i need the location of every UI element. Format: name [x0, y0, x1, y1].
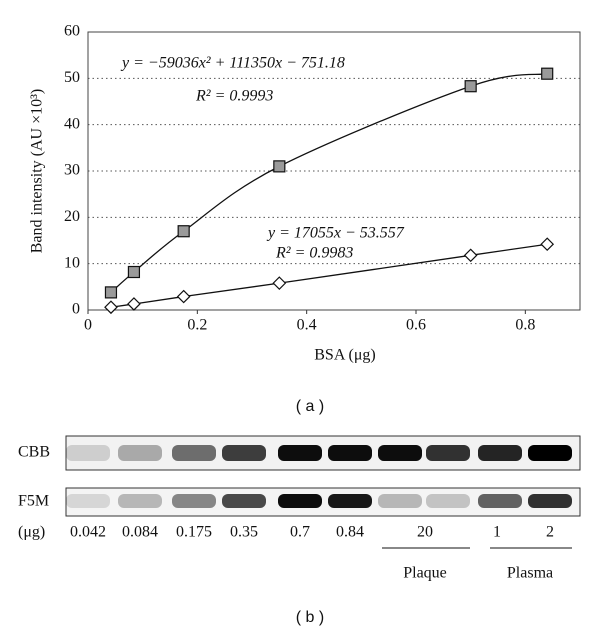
lane-label: 0.35 [230, 524, 258, 541]
band [528, 494, 572, 508]
row-label: CBB [18, 444, 50, 461]
band [118, 494, 162, 508]
point [540, 237, 555, 252]
r-squared: R² = 0.9993 [195, 88, 273, 105]
y-tick-label: 50 [64, 69, 80, 86]
group-label: Plaque [403, 565, 447, 582]
y-tick-label: 0 [72, 301, 80, 318]
lane-label: 0.175 [176, 524, 212, 541]
point [272, 276, 287, 290]
point [104, 300, 118, 315]
band [378, 445, 422, 461]
lane-label: 0.84 [336, 524, 364, 541]
point [463, 248, 478, 263]
band [66, 494, 110, 508]
y-tick-label: 30 [64, 162, 80, 179]
point [273, 160, 286, 173]
band [278, 445, 322, 461]
point [177, 225, 190, 238]
band [118, 445, 162, 461]
x-tick-label: 0.8 [515, 317, 535, 334]
band [426, 445, 470, 461]
row-label: F5M [18, 493, 49, 510]
lane-label: 0.7 [290, 524, 310, 541]
group-label: Plasma [507, 565, 553, 582]
lane-label: 0.084 [122, 524, 158, 541]
lane-label: 0.042 [70, 524, 106, 541]
band [66, 445, 110, 461]
panel-label: ( b ) [296, 609, 324, 626]
lane-label: 20 [417, 524, 433, 541]
plot-frame [87, 31, 581, 311]
y-axis-label: Band intensity (AU ×10³) [29, 89, 46, 253]
equation: y = −59036x² + 111350x − 751.18 [120, 55, 345, 72]
lane-label: 1 [493, 524, 501, 541]
band [378, 494, 422, 508]
lane-label: 2 [546, 524, 554, 541]
y-tick-label: 20 [64, 208, 80, 225]
band [478, 494, 522, 508]
band [172, 494, 216, 508]
band [222, 494, 266, 508]
y-tick-label: 60 [64, 23, 80, 40]
unit-label: (μg) [18, 524, 45, 541]
point [104, 286, 118, 299]
band [222, 445, 266, 461]
x-tick-label: 0.4 [297, 317, 317, 334]
band [328, 494, 372, 508]
equation: y = 17055x − 53.557 [266, 225, 405, 242]
x-tick-label: 0.6 [406, 317, 426, 334]
x-tick-label: 0 [84, 317, 92, 334]
x-tick-label: 0.2 [187, 317, 207, 334]
band [278, 494, 322, 508]
point [127, 297, 141, 311]
x-axis-label: BSA (μg) [314, 347, 375, 364]
point [541, 67, 554, 80]
panel-label: ( a ) [296, 398, 324, 415]
y-tick-label: 40 [64, 115, 80, 132]
r-squared: R² = 0.9983 [275, 245, 353, 262]
band [426, 494, 470, 508]
y-tick-label: 10 [64, 254, 80, 271]
band [328, 445, 372, 461]
band [172, 445, 216, 461]
point [464, 80, 477, 93]
band [528, 445, 572, 461]
band [478, 445, 522, 461]
point [127, 265, 141, 279]
point [176, 289, 191, 304]
